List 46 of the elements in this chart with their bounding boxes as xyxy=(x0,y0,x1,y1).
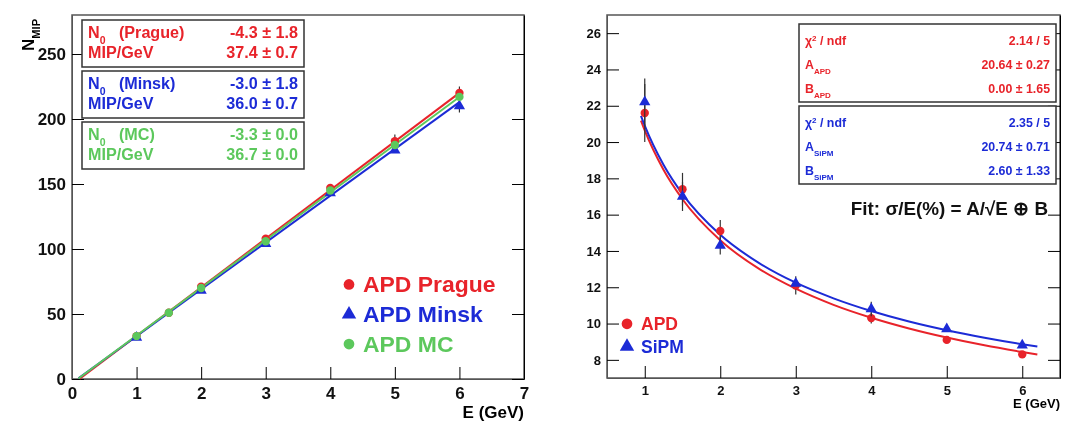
text: A$_{APD}$ 20.64 ± 0.27 xyxy=(805,58,1050,76)
text: χ$^{2}$ / ndf 2.14 / 5 xyxy=(805,33,1050,48)
legend-label: APD Minsk xyxy=(363,301,484,328)
x-tick-label: 1 xyxy=(132,384,142,404)
legend-label: APD MC xyxy=(363,331,454,358)
text: N$_{0}$ (Minsk) -3.0 ± 1.8 xyxy=(88,73,298,96)
text: MIP/GeV 37.4 ± 0.7 xyxy=(88,43,298,61)
legend-label: APD Prague xyxy=(363,271,496,298)
y-tick-label: 24 xyxy=(586,62,602,78)
x-tick-label: 6 xyxy=(455,384,465,404)
x-tick-label: 4 xyxy=(326,384,337,404)
y-tick-label: 26 xyxy=(586,25,601,41)
text: N$_{0}$ (MC) -3.3 ± 0.0 xyxy=(88,124,298,147)
legend-label: SiPM xyxy=(641,336,684,357)
x-tick-label: 2 xyxy=(196,384,207,404)
x-tick-label: 4 xyxy=(868,383,877,399)
y-tick-label: 20 xyxy=(586,134,601,150)
y-tick-label: 50 xyxy=(47,304,66,324)
y-tick-label: 22 xyxy=(586,98,601,114)
y-tick-label: 12 xyxy=(586,279,601,295)
legend-label: APD xyxy=(641,313,679,334)
text: χ$^{2}$ / ndf 2.35 / 5 xyxy=(805,115,1050,130)
text: N$_{0}$ (Prague) -4.3 ± 1.8 xyxy=(88,22,298,45)
x-tick-label: 3 xyxy=(792,383,800,399)
x-axis-title: E (GeV) xyxy=(462,403,524,423)
annotation: Fit: σ/E(%) = A/√E ⊕ B xyxy=(850,197,1048,219)
x-tick-label: 3 xyxy=(261,384,271,404)
y-tick-label: 16 xyxy=(586,207,601,223)
text: B$_{SiPM}$ 2.60 ± 1.33 xyxy=(805,164,1050,182)
y-tick-label: 14 xyxy=(586,243,602,259)
y-tick-label: 100 xyxy=(37,239,66,259)
y-tick-label: 8 xyxy=(593,352,601,368)
text: B$_{APD}$ 0.00 ± 1.65 xyxy=(805,82,1050,100)
text: A$_{SiPM}$ 20.74 ± 0.71 xyxy=(805,140,1050,158)
text: MIP/GeV 36.0 ± 0.7 xyxy=(88,94,298,112)
x-tick-label: 1 xyxy=(641,383,649,399)
y-tick-label: 250 xyxy=(37,44,66,64)
text: MIP/GeV 36.7 ± 0.0 xyxy=(88,145,298,163)
y-tick-label: 150 xyxy=(37,174,66,194)
x-tick-label: 2 xyxy=(717,383,725,399)
x-tick-label: 7 xyxy=(519,384,530,404)
x-tick-label: 5 xyxy=(943,383,951,399)
y-tick-label: 10 xyxy=(586,316,601,332)
y-tick-label: 200 xyxy=(37,109,66,129)
x-tick-label: 5 xyxy=(390,384,401,404)
y-tick-label: 18 xyxy=(586,171,601,187)
